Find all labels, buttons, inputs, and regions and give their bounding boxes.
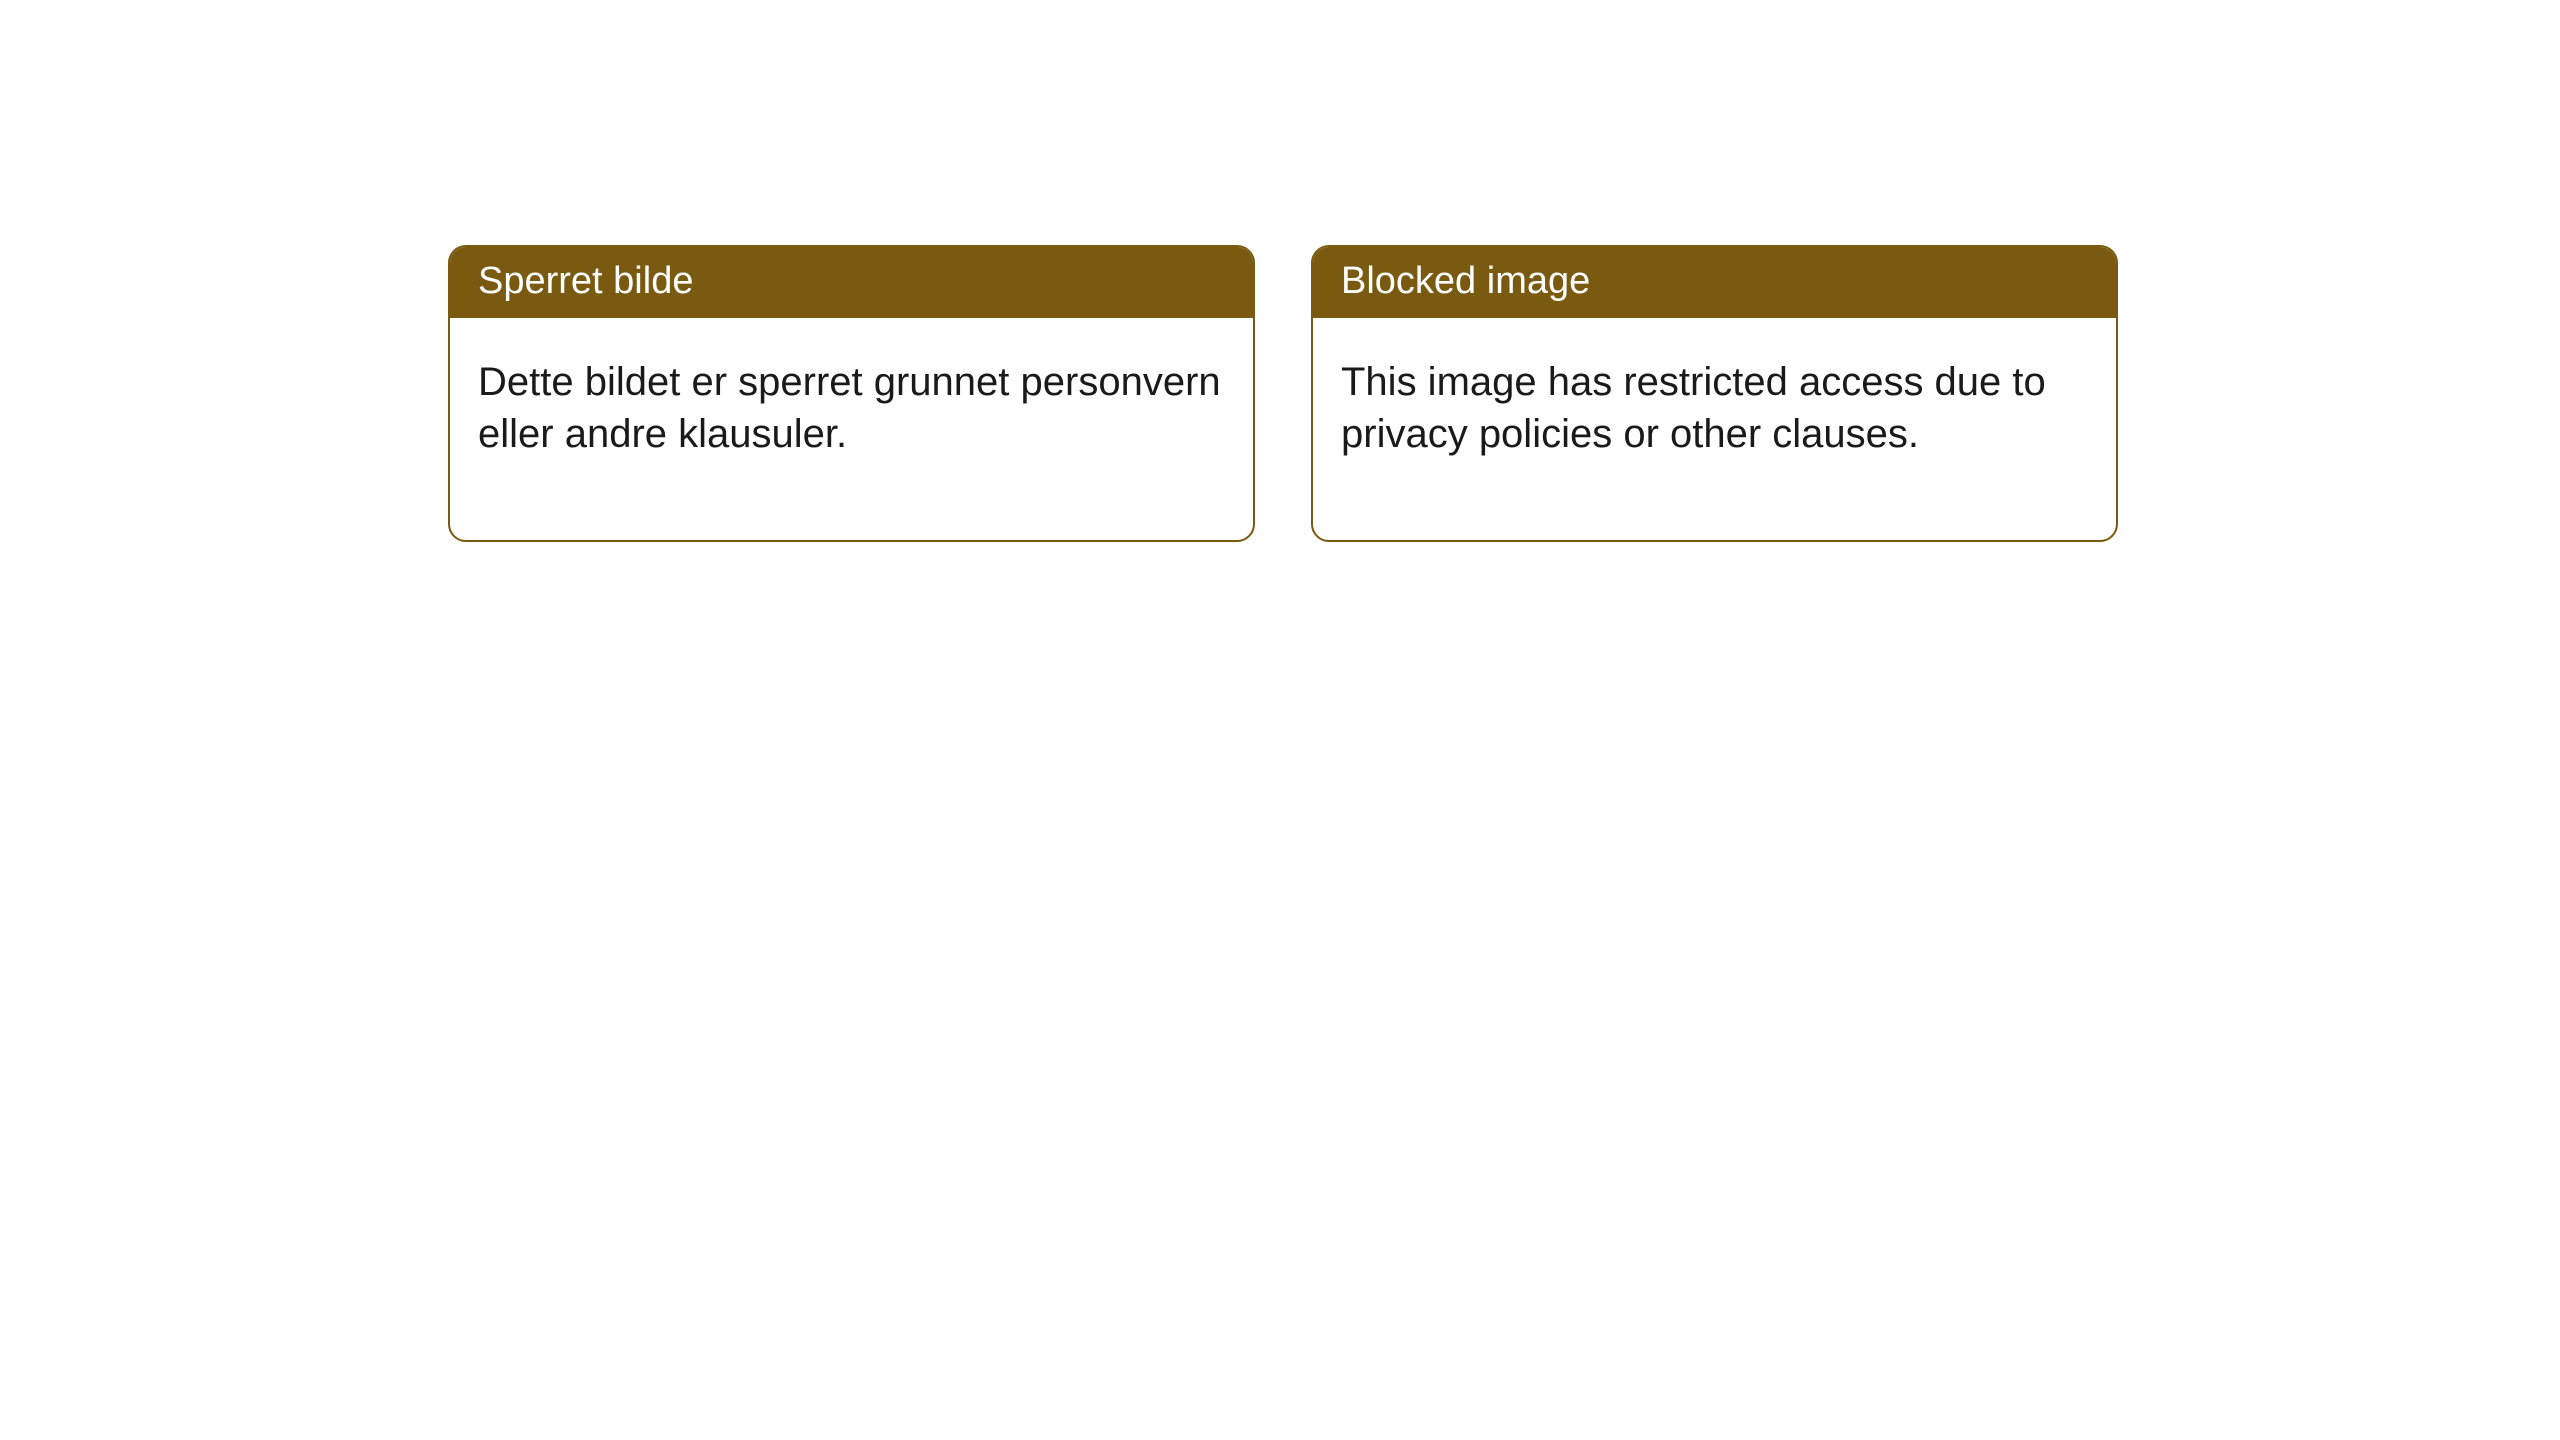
notice-header-no: Sperret bilde xyxy=(450,247,1253,318)
notice-card-no: Sperret bilde Dette bildet er sperret gr… xyxy=(448,245,1255,542)
notice-container: Sperret bilde Dette bildet er sperret gr… xyxy=(0,0,2560,542)
notice-card-en: Blocked image This image has restricted … xyxy=(1311,245,2118,542)
notice-body-en: This image has restricted access due to … xyxy=(1313,318,2116,540)
notice-header-en: Blocked image xyxy=(1313,247,2116,318)
notice-body-no: Dette bildet er sperret grunnet personve… xyxy=(450,318,1253,540)
